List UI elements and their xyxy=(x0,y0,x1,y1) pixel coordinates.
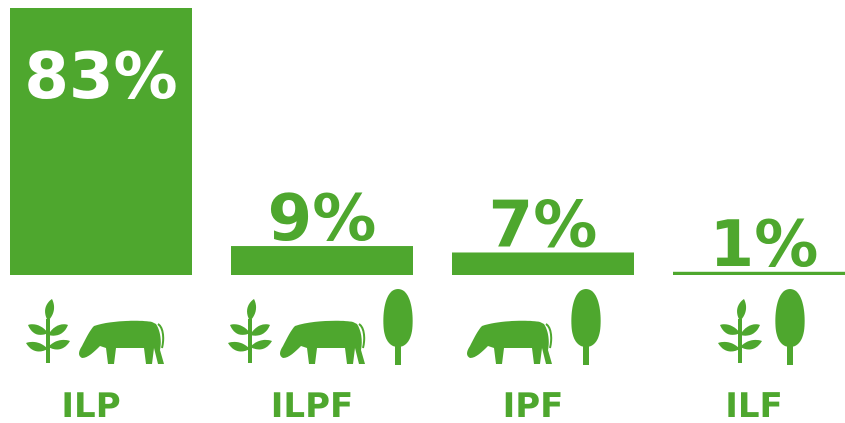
category-label: ILP xyxy=(61,386,120,423)
sprout-icon xyxy=(26,299,70,363)
tree-icon xyxy=(383,289,413,365)
value-label: 9% xyxy=(268,182,377,256)
cow-icon xyxy=(279,319,366,365)
bar xyxy=(673,271,845,275)
tree-icon xyxy=(571,289,601,365)
value-label: 1% xyxy=(710,208,819,282)
sprout-icon xyxy=(718,299,762,363)
sprout-icon xyxy=(228,299,272,363)
bar xyxy=(231,246,413,275)
category-label: ILF xyxy=(725,386,783,423)
cow-icon xyxy=(78,319,165,365)
category-label: ILPF xyxy=(271,386,353,423)
value-label: 7% xyxy=(489,188,598,262)
cow-icon xyxy=(466,319,553,365)
bar xyxy=(10,8,192,275)
tree-icon xyxy=(775,289,805,365)
value-label: 83% xyxy=(24,40,177,114)
category-label: IPF xyxy=(503,386,564,423)
bar xyxy=(452,252,634,275)
